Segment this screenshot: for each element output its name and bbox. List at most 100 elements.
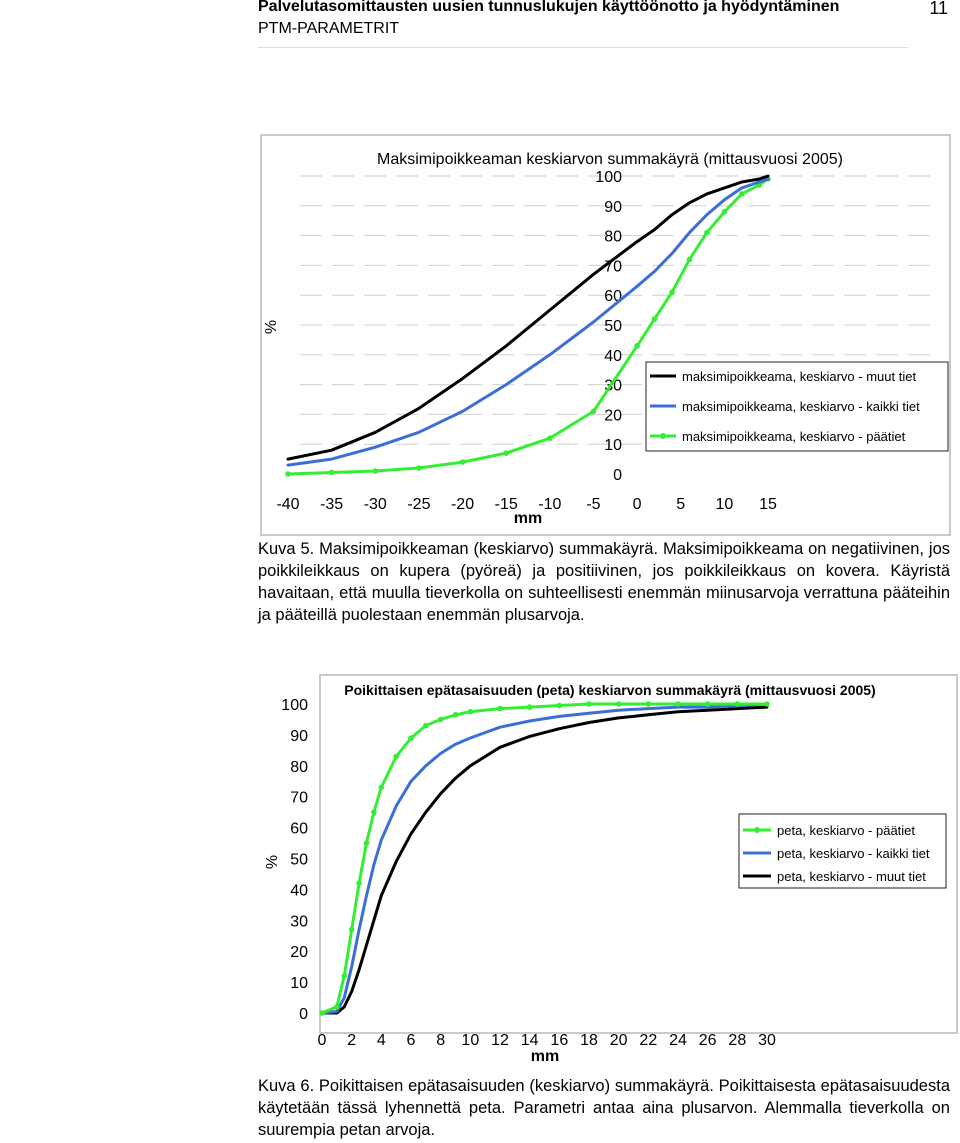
x-tick-label: 28	[728, 1032, 746, 1049]
x-tick-label: 30	[758, 1032, 776, 1049]
y-tick-label: 20	[290, 944, 308, 961]
figure-6-caption: Kuva 6. Poikittaisen epätasaisuuden (kes…	[258, 1077, 950, 1139]
x-tick-label: -5	[586, 496, 600, 513]
x-tick-label: 22	[639, 1032, 657, 1049]
chart-frame	[260, 134, 951, 536]
y-tick-label: 50	[290, 852, 308, 869]
data-point	[452, 712, 459, 718]
data-point	[669, 289, 675, 296]
y-tick-label: 70	[290, 790, 308, 807]
x-tick-label: 12	[491, 1032, 509, 1049]
y-tick-label: 10	[604, 437, 622, 454]
x-tick-label: 2	[347, 1032, 356, 1049]
data-point	[651, 316, 658, 322]
data-point	[675, 701, 681, 707]
x-tick-label: 15	[759, 496, 777, 513]
data-point	[497, 705, 503, 712]
x-tick-label: -20	[451, 496, 474, 513]
y-tick-label: 80	[290, 759, 308, 776]
data-point	[393, 753, 399, 760]
y-tick-label: 0	[299, 1006, 308, 1023]
legend-label: maksimipoikkeama, keskiarvo - kaikki tie…	[682, 399, 920, 414]
data-point	[704, 229, 710, 236]
x-tick-label: -15	[495, 496, 518, 513]
data-point	[764, 701, 770, 707]
chart-title: Poikittaisen epätasaisuuden (peta) keski…	[344, 682, 875, 698]
x-tick-label: -25	[407, 496, 430, 513]
x-tick-label: 4	[377, 1032, 386, 1049]
x-tick-label: 0	[318, 1032, 327, 1049]
x-tick-label: 14	[521, 1032, 539, 1049]
data-point	[547, 435, 553, 442]
data-point	[645, 701, 652, 707]
y-tick-label: 40	[604, 348, 622, 365]
y-tick-label: 60	[290, 821, 308, 838]
data-point	[378, 784, 385, 791]
data-point	[734, 701, 741, 707]
data-point	[285, 471, 291, 477]
legend-marker	[754, 827, 760, 833]
y-tick-label: 50	[604, 318, 622, 335]
page-number: 11	[929, 0, 948, 18]
data-point	[341, 973, 348, 979]
data-point	[372, 468, 379, 474]
legend-label: peta, keskiarvo - muut tiet	[777, 869, 926, 884]
series-line	[320, 702, 769, 1015]
data-point	[416, 465, 422, 471]
y-tick-label: 100	[595, 169, 622, 186]
data-point	[328, 469, 335, 476]
series-line	[286, 174, 770, 461]
y-tick-label: 40	[290, 882, 308, 899]
series-line	[286, 177, 770, 467]
x-tick-label: -30	[364, 496, 387, 513]
data-point	[423, 722, 429, 729]
chart-title: Maksimipoikkeaman keskiarvon summakäyrä …	[377, 151, 843, 168]
x-tick-label: 10	[461, 1032, 479, 1049]
data-point	[721, 208, 728, 215]
y-tick-label: 10	[290, 975, 308, 992]
y-axis-label: %	[264, 855, 281, 869]
x-tick-label: 18	[580, 1032, 598, 1049]
data-point	[590, 408, 597, 415]
document-subtitle: PTM-PARAMETRIT	[258, 20, 400, 37]
figure-5-caption: Kuva 5. Maksimipoikkeaman (keskiarvo) su…	[258, 540, 950, 624]
data-point	[615, 701, 622, 707]
chart-legend: maksimipoikkeama, keskiarvo - muut tiet m…	[645, 361, 949, 452]
y-tick-label: 30	[290, 913, 308, 930]
data-point	[467, 708, 474, 715]
document-title: Palvelutasomittausten uusien tunnuslukuj…	[258, 0, 840, 15]
legend-label: maksimipoikkeama, keskiarvo - muut tiet	[682, 369, 916, 384]
data-point	[348, 926, 355, 933]
x-tick-label: -40	[276, 496, 299, 513]
y-tick-label: 90	[290, 728, 308, 745]
series-line	[320, 705, 769, 1015]
y-tick-label: 80	[604, 229, 622, 246]
legend-box	[738, 813, 947, 889]
x-tick-label: -10	[538, 496, 561, 513]
legend-label: peta, keskiarvo - päätiet	[777, 823, 915, 838]
data-point	[319, 1010, 325, 1016]
x-tick-label: 20	[610, 1032, 628, 1049]
x-tick-label: -35	[320, 496, 343, 513]
x-tick-label: 8	[436, 1032, 445, 1049]
x-tick-label: 16	[550, 1032, 568, 1049]
data-point	[459, 459, 466, 465]
data-point	[408, 735, 414, 741]
legend-marker	[660, 433, 666, 439]
x-tick-label: 6	[407, 1032, 416, 1049]
data-point	[686, 256, 693, 263]
x-axis-label: mm	[514, 510, 542, 527]
legend-label: peta, keskiarvo - kaikki tiet	[777, 846, 930, 861]
y-tick-label: 20	[604, 407, 622, 424]
legend-box	[645, 361, 949, 452]
series-line	[320, 702, 769, 1015]
data-point	[371, 809, 377, 815]
legend-label: maksimipoikkeama, keskiarvo - päätiet	[682, 429, 906, 444]
y-axis-label: %	[263, 320, 280, 334]
data-point	[437, 716, 444, 723]
data-point	[634, 343, 640, 349]
data-point	[503, 450, 509, 456]
data-point	[556, 702, 563, 709]
